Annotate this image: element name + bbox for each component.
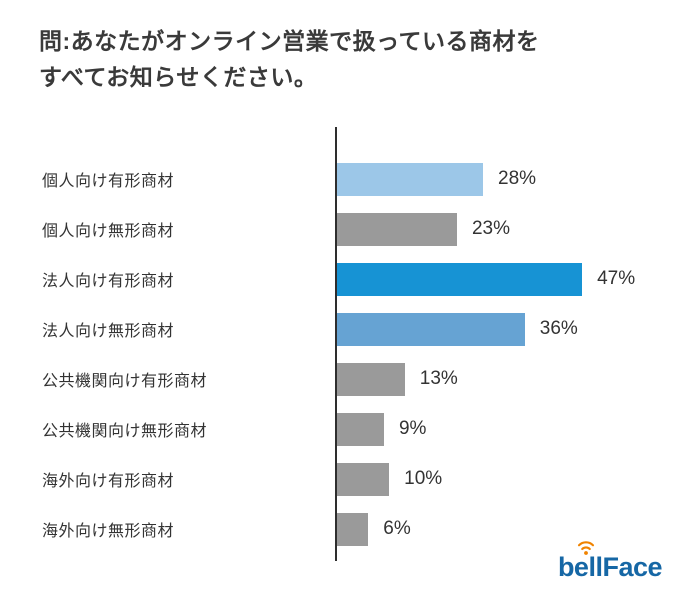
- y-axis-line: [335, 127, 337, 561]
- title-line-1: 問:あなたがオンライン営業で扱っている商材を: [39, 28, 540, 54]
- value-label: 36%: [539, 318, 578, 339]
- value-label: 10%: [404, 468, 443, 489]
- bar-track: 10%: [337, 454, 676, 504]
- category-label: 個人向け無形商材: [42, 223, 175, 240]
- bar-track: 9%: [337, 404, 676, 454]
- bar-track: 6%: [337, 504, 676, 554]
- bar-track: 23%: [337, 204, 676, 254]
- bar: [337, 412, 384, 446]
- bar: [337, 162, 484, 196]
- category-label: 海外向け無形商材: [42, 523, 175, 540]
- signal-waves-icon: [577, 541, 594, 555]
- page-title: 問:あなたがオンライン営業で扱っている商材を すべてお知らせください。: [39, 24, 540, 95]
- value-label: 9%: [398, 418, 427, 439]
- logo-text: bellFace: [557, 552, 663, 582]
- value-label: 23%: [471, 218, 510, 239]
- horizontal-bar-chart: 個人向け有形商材 28% 個人向け無形商材 23% 法人向け有形商材 47% 法人向け無形商…: [0, 127, 676, 561]
- bar: [337, 212, 457, 246]
- chart-row: 公共機関向け有形商材 13%: [0, 354, 676, 404]
- bar: [337, 262, 583, 296]
- title-line-2: すべてお知らせください。: [39, 63, 318, 90]
- category-label: 個人向け有形商材: [42, 173, 175, 190]
- bar: [337, 362, 405, 396]
- value-label: 6%: [383, 518, 411, 539]
- bar-track: 36%: [337, 304, 676, 354]
- chart-rows: 個人向け有形商材 28% 個人向け無形商材 23% 法人向け有形商材 47% 法人向け無形商…: [0, 154, 676, 554]
- category-label: 法人向け有形商材: [42, 273, 175, 290]
- value-label: 28%: [498, 168, 537, 189]
- bar-track: 13%: [337, 354, 676, 404]
- chart-row: 公共機関向け無形商材 9%: [0, 404, 676, 454]
- chart-row: 個人向け有形商材 28%: [0, 154, 676, 204]
- chart-row: 法人向け無形商材 36%: [0, 304, 676, 354]
- chart-row: 海外向け有形商材 10%: [0, 454, 676, 504]
- chart-row: 個人向け無形商材 23%: [0, 204, 676, 254]
- bar: [337, 512, 369, 546]
- bellface-logo: bellFace: [557, 541, 663, 583]
- category-label: 法人向け無形商材: [42, 323, 175, 340]
- bar: [337, 462, 390, 496]
- chart-row: 法人向け有形商材 47%: [0, 254, 676, 304]
- bar-track: 28%: [337, 154, 676, 204]
- bar-track: 47%: [337, 254, 676, 304]
- value-label: 13%: [419, 368, 458, 389]
- category-label: 公共機関向け無形商材: [42, 423, 208, 440]
- category-label: 海外向け有形商材: [42, 473, 175, 490]
- bar: [337, 312, 525, 346]
- chart-row: 海外向け無形商材 6%: [0, 504, 676, 554]
- value-label: 47%: [597, 268, 636, 289]
- category-label: 公共機関向け有形商材: [42, 373, 208, 390]
